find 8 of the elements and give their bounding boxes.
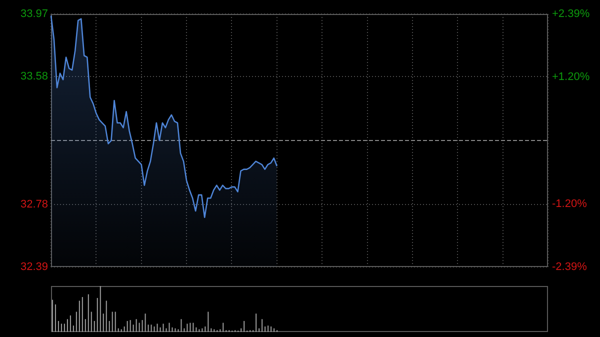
y-tick-label: 32.78 — [20, 198, 48, 211]
y-tick-label: 32.39 — [20, 261, 48, 274]
y2-tick-label: -2.39% — [552, 261, 588, 274]
y2-tick-label: +2.39% — [552, 8, 590, 20]
y-tick-label: 33.97 — [20, 8, 48, 20]
y-tick-label: 33.58 — [20, 70, 48, 82]
y2-tick-label: -1.20% — [552, 198, 588, 210]
y2-tick-label: +1.20% — [552, 71, 590, 84]
